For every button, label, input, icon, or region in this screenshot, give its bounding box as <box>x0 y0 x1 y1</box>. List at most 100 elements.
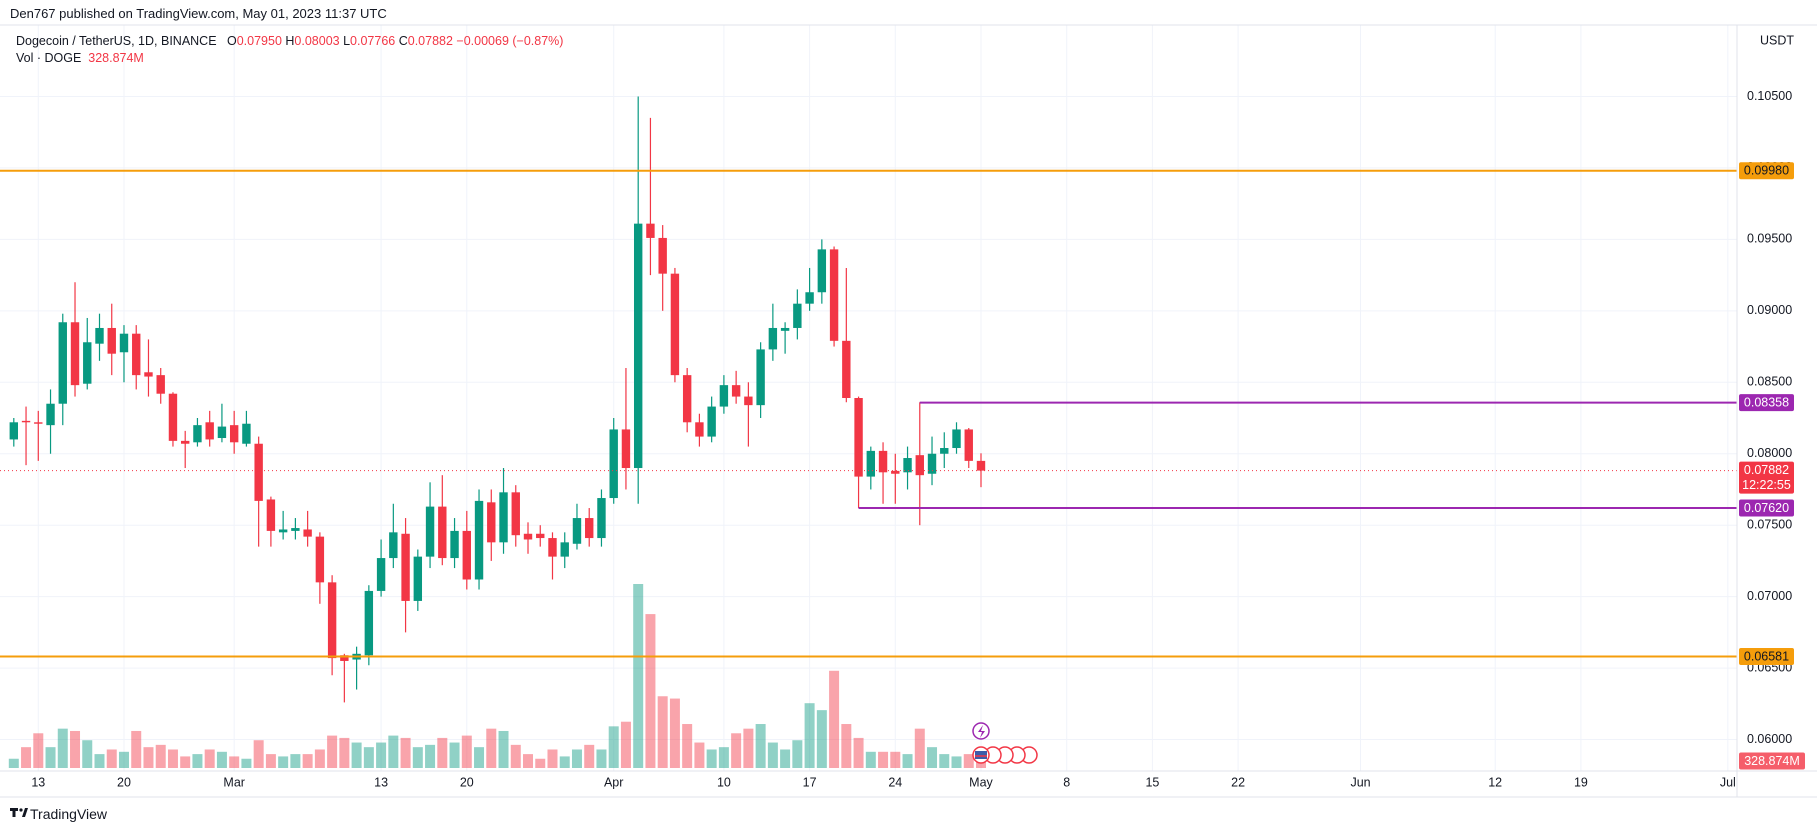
volume-bar <box>437 737 448 768</box>
y-tick-label: 0.10500 <box>1747 89 1792 103</box>
volume-bar <box>559 756 570 768</box>
last-price-box <box>1739 461 1794 494</box>
volume-bar <box>192 754 203 768</box>
volume-bar <box>265 754 276 768</box>
volume-bar <box>143 747 154 768</box>
last-price-label: 0.07882 <box>1744 463 1789 477</box>
candle-body <box>499 492 508 543</box>
event-icons <box>972 722 1038 764</box>
volume-bar <box>743 728 754 768</box>
candle-body <box>780 327 790 331</box>
candle-body <box>976 460 986 471</box>
volume-bar <box>253 740 264 768</box>
volume-legend: Vol · DOGE 328.874M <box>16 51 144 65</box>
y-tick-label: 0.07000 <box>1747 589 1792 603</box>
volume-bar <box>131 730 142 768</box>
candle-body <box>327 582 337 659</box>
candle-body <box>340 655 349 661</box>
candle-body <box>278 529 288 533</box>
candle-body <box>181 440 190 444</box>
level-label-box <box>1739 162 1794 180</box>
c-value: 0.07882 <box>407 34 453 48</box>
symbol-legend: Dogecoin / TetherUS, 1D, BINANCE O0.0795… <box>16 34 563 48</box>
candle-body <box>205 422 214 440</box>
x-tick-label: 17 <box>803 775 817 789</box>
x-tick-label: 10 <box>717 775 731 789</box>
volume-bar <box>682 724 693 768</box>
x-tick-label: Mar <box>223 775 245 789</box>
volume-bar <box>388 735 399 768</box>
candle-body <box>585 518 594 539</box>
candle-body <box>438 506 447 559</box>
candle-body <box>572 518 582 544</box>
volume-bar <box>633 584 644 768</box>
candle-body <box>389 532 398 559</box>
volume-bar <box>706 749 717 768</box>
x-tick-label: 24 <box>888 775 902 789</box>
volume-bar <box>584 744 595 768</box>
volume-bar <box>449 742 460 768</box>
level-label-box <box>1739 499 1794 517</box>
volume-bar <box>792 740 803 768</box>
published-line: Den767 published on TradingView.com, May… <box>10 6 387 21</box>
candle-body <box>915 455 924 476</box>
candle-body <box>303 529 312 537</box>
volume-bar <box>608 726 619 768</box>
symbol-title: Dogecoin / TetherUS, 1D, BINANCE <box>16 34 217 48</box>
candle-body <box>95 327 104 344</box>
o-value: 0.07950 <box>236 34 282 48</box>
candle-body <box>695 422 704 437</box>
candle-body <box>9 422 18 440</box>
volume-bar <box>425 744 436 768</box>
volume-bar <box>241 758 252 768</box>
candle-body <box>927 453 937 474</box>
candle-body <box>829 249 839 341</box>
candle-body <box>633 223 643 469</box>
volume-bar <box>400 737 411 768</box>
candle-body <box>854 398 863 477</box>
candle-body <box>940 448 949 454</box>
candle-body <box>952 429 961 449</box>
volume-bar <box>780 749 791 768</box>
candle-body <box>364 590 374 656</box>
volume-bar <box>755 724 766 768</box>
volume-bar <box>939 754 950 768</box>
candle-body <box>670 273 680 376</box>
o-label: O <box>226 34 237 48</box>
candle-body <box>156 375 165 394</box>
change: −0.00069 (−0.87%) <box>456 34 564 48</box>
volume-bar <box>486 728 497 768</box>
flag-icons[interactable] <box>972 746 1038 764</box>
volume-bar <box>204 749 215 768</box>
x-tick-label: 19 <box>1574 775 1588 789</box>
candle-body <box>401 533 410 601</box>
candle-body <box>34 422 43 424</box>
candle-body <box>682 375 692 423</box>
h-value: 0.08003 <box>294 34 340 48</box>
candle-body <box>21 420 31 423</box>
x-tick-label: 8 <box>1063 775 1070 789</box>
candle-body <box>756 349 765 406</box>
volume-bar <box>70 730 81 768</box>
volume-bar <box>498 730 509 768</box>
volume-bar <box>412 747 423 768</box>
candle-body <box>560 542 569 557</box>
volume-bar <box>841 724 852 768</box>
candle-body <box>291 528 300 531</box>
x-tick-label: May <box>969 775 993 789</box>
level-label-box <box>1739 648 1794 666</box>
volume-bar <box>963 754 974 768</box>
x-tick-label: Jun <box>1350 775 1370 789</box>
volume-bar <box>106 749 117 768</box>
candle-body <box>168 393 178 441</box>
candle-body <box>119 333 129 353</box>
x-tick-label: 15 <box>1145 775 1159 789</box>
candle-body <box>609 429 618 499</box>
candle-body <box>817 249 827 293</box>
volume-bar <box>94 754 105 768</box>
volume-bar <box>8 758 19 768</box>
x-tick-label: Jul <box>1720 775 1736 789</box>
y-tick-label: 0.09500 <box>1747 232 1792 246</box>
